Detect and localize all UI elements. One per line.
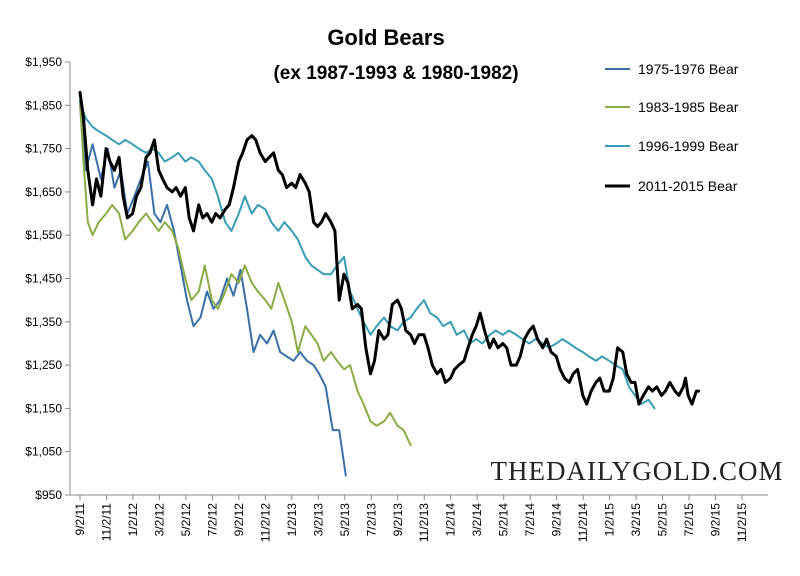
legend-label: 2011-2015 Bear <box>638 178 738 194</box>
x-tick-label: 7/2/13 <box>364 503 378 537</box>
x-tick-label: 7/2/14 <box>523 503 537 537</box>
x-tick-label: 9/2/13 <box>391 503 405 537</box>
x-tick-label: 3/2/14 <box>470 503 484 537</box>
x-tick-label: 3/2/12 <box>152 503 166 537</box>
y-tick-label: $1,350 <box>25 315 62 329</box>
x-tick-label: 1/2/12 <box>126 503 140 537</box>
legend: 1975-1976 Bear 1983-1985 Bear 1996-1999 Be… <box>605 61 739 194</box>
y-tick-label: $1,750 <box>25 142 62 156</box>
x-tick-label: 11/2/15 <box>735 503 749 542</box>
x-tick-label: 11/2/12 <box>258 503 272 542</box>
x-tick-label: 9/2/12 <box>232 503 246 537</box>
y-tick-label: $1,150 <box>25 401 62 415</box>
x-tick-label: 3/2/15 <box>629 503 643 537</box>
legend-label: 1983-1985 Bear <box>638 99 739 115</box>
x-axis: 9/2/11 11/2/11 1/2/12 3/2/12 5/2/12 7/2/12 9/2… <box>73 495 749 542</box>
series-line-3 <box>79 100 656 410</box>
y-tick-label: $1,850 <box>25 98 62 112</box>
y-tick-label: $1,050 <box>25 445 62 459</box>
watermark: THEDAILYGOLD.COM <box>490 456 783 486</box>
x-tick-label: 5/2/15 <box>656 503 670 537</box>
x-tick-label: 7/2/15 <box>682 503 696 537</box>
y-axis: $950 $1,050 $1,150 $1,250 $1,350 $1,450 $1,550… <box>25 55 70 502</box>
x-tick-label: 11/2/13 <box>417 503 431 542</box>
series-line-4 <box>78 90 700 406</box>
y-tick-label: $1,550 <box>25 228 62 242</box>
x-tick-label: 5/2/14 <box>497 503 511 537</box>
y-tick-label: $1,250 <box>25 358 62 372</box>
x-tick-label: 9/2/11 <box>73 503 87 536</box>
legend-label: 1996-1999 Bear <box>638 138 739 154</box>
y-tick-label: $1,950 <box>25 55 62 69</box>
y-tick-label: $950 <box>35 488 62 502</box>
series-lines <box>78 90 700 477</box>
chart-subtitle: (ex 1987-1993 & 1980-1982) <box>273 63 518 84</box>
chart-title: Gold Bears <box>327 25 444 50</box>
x-tick-label: 1/2/15 <box>603 503 617 537</box>
series-line-1 <box>79 104 347 477</box>
x-tick-label: 9/2/15 <box>709 503 723 537</box>
x-tick-label: 9/2/14 <box>550 503 564 537</box>
x-tick-label: 5/2/13 <box>338 503 352 537</box>
series-line-2 <box>79 100 412 447</box>
x-tick-label: 1/2/13 <box>285 503 299 537</box>
y-tick-label: $1,650 <box>25 185 62 199</box>
legend-label: 1975-1976 Bear <box>638 61 739 77</box>
x-tick-label: 7/2/12 <box>205 503 219 537</box>
x-tick-label: 11/2/14 <box>576 503 590 542</box>
y-tick-label: $1,450 <box>25 272 62 286</box>
x-tick-label: 11/2/11 <box>99 503 113 542</box>
x-tick-label: 3/2/13 <box>311 503 325 537</box>
x-tick-label: 1/2/14 <box>444 503 458 537</box>
x-tick-label: 5/2/12 <box>179 503 193 537</box>
